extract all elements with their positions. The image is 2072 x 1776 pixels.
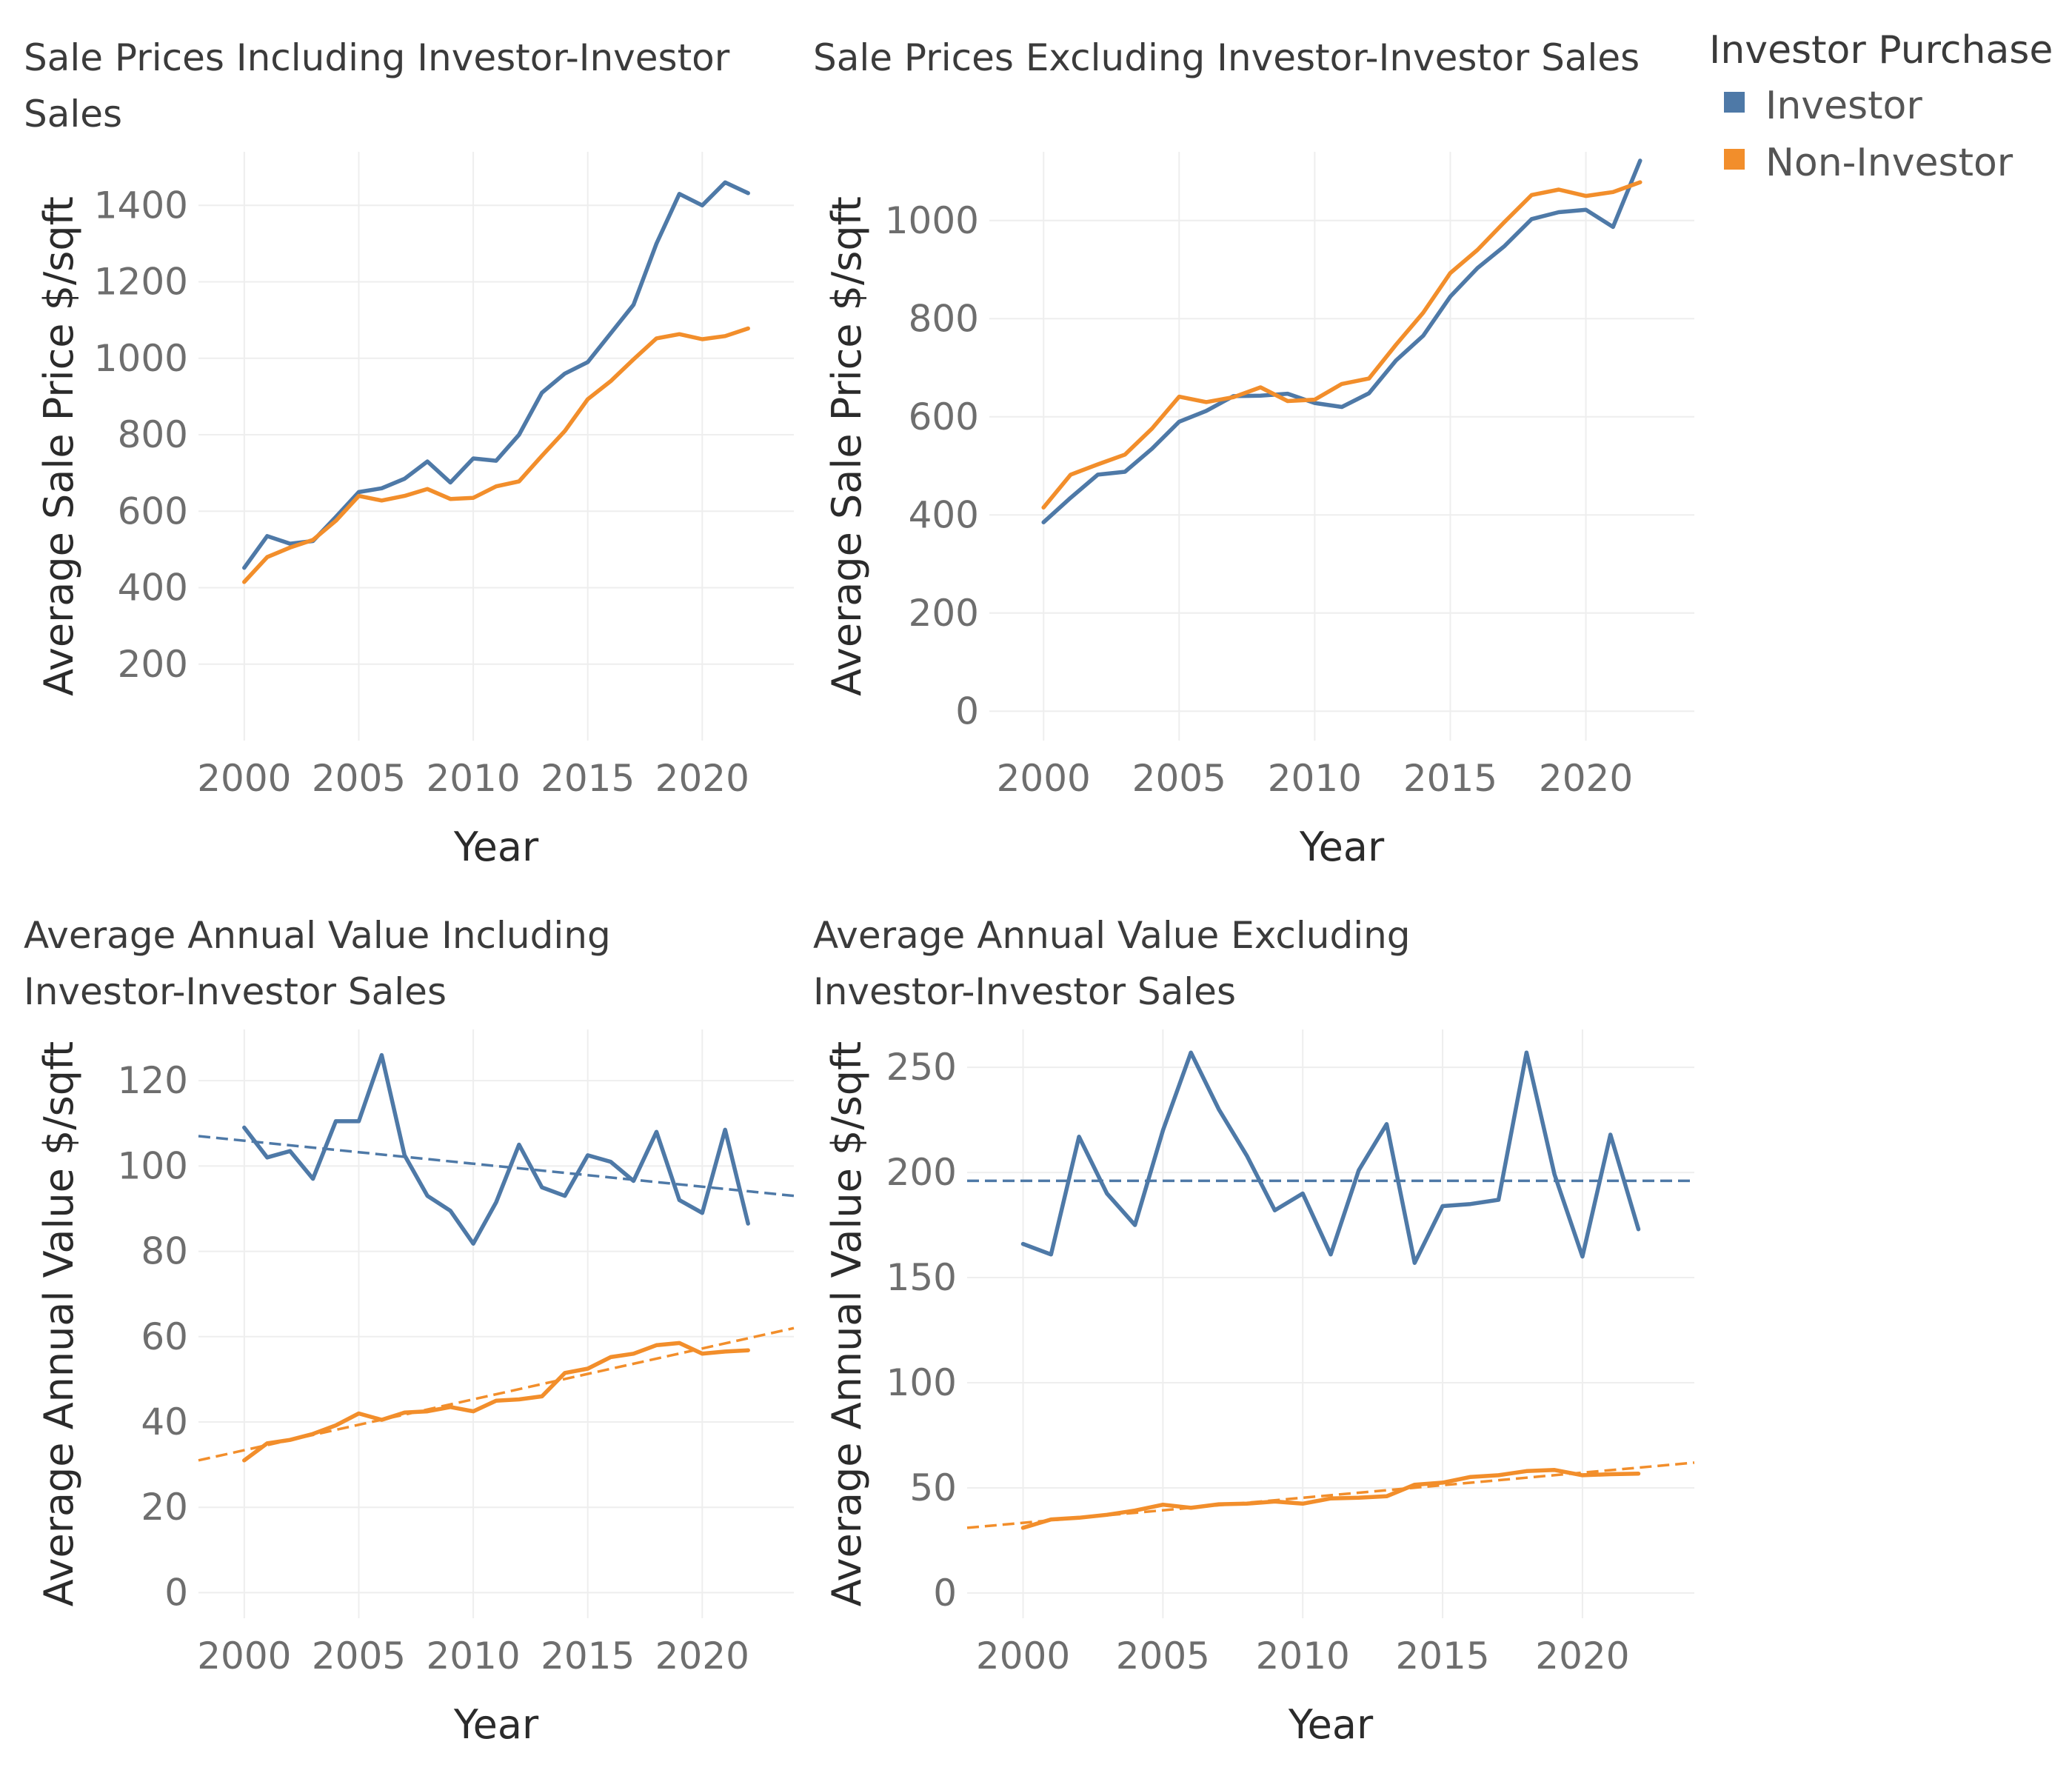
legend-swatch-non-investor [1724,149,1745,170]
x-tick-label: 2010 [1256,1635,1350,1677]
y-tick-label: 1000 [94,337,188,380]
legend-label-non-investor: Non-Investor [1765,141,2013,185]
y-tick-label: 20 [141,1486,188,1529]
x-tick-label: 2010 [426,1635,520,1677]
series-line-investor [242,1052,750,1246]
chart-title-line: Investor-Investor Sales [813,970,1236,1013]
y-tick-label: 800 [118,413,188,456]
legend: Investor Purchase Investor Non-Investor [1709,28,2053,185]
x-tick-label: 2005 [312,1635,406,1677]
y-tick-label: 1200 [94,261,188,304]
series-line-non-investor [242,326,750,584]
x-tick-label: 2015 [1403,757,1497,800]
y-axis-label: Average Sale Price $/sqft [823,196,870,696]
y-tick-label: 200 [909,592,979,635]
legend-label-investor: Investor [1765,84,1922,128]
chart-panel-4: 2000 2005 2010 2015 2020 0 50 100 150 200 250 Avera… [813,914,1695,1748]
chart-panel-3: 2000 2005 2010 2015 2020 0 20 40 60 80 100 120 Avera… [24,914,795,1748]
y-tick-label: 50 [909,1466,957,1509]
y-tick-label: 250 [886,1046,957,1089]
y-tick-label: 600 [118,490,188,533]
x-tick-label: 2000 [197,1635,291,1677]
chart-title-line: Average Annual Value Excluding [813,914,1411,957]
x-tick-label: 2015 [541,757,635,800]
chart-title-line: Sale Prices Excluding Investor-Investor … [813,36,1640,79]
y-tick-label: 0 [164,1571,188,1614]
series-line-non-investor [1020,1468,1641,1530]
y-tick-label: 1400 [94,184,188,227]
x-tick-label: 2015 [541,1635,635,1677]
x-tick-label: 2005 [1132,757,1226,800]
x-tick-label: 2005 [312,757,406,800]
y-tick-label: 400 [909,493,979,536]
chart-panel-2: 2000 2005 2010 2015 2020 0 200 400 600 800 1000 Sal… [813,36,1694,870]
y-tick-label: 1000 [885,199,979,242]
y-tick-label: 800 [909,297,979,340]
y-tick-label: 400 [118,567,188,610]
y-tick-label: 100 [118,1144,188,1187]
x-axis-label: Year [1288,1701,1374,1748]
y-tick-label: 0 [955,690,979,732]
x-tick-label: 2010 [426,757,520,800]
x-axis-label: Year [453,824,539,870]
x-tick-label: 2020 [1539,757,1633,800]
trendline-investor [198,1135,795,1198]
y-tick-label: 150 [886,1256,957,1299]
x-tick-label: 2000 [997,757,1091,800]
y-tick-label: 120 [118,1059,188,1102]
chart-title-line: Sales [24,93,122,136]
chart-panel-1: 2000 2005 2010 2015 2020 200 400 600 800 1000 1200… [24,36,794,870]
y-tick-label: 0 [933,1572,957,1615]
y-tick-label: 40 [141,1401,188,1443]
y-tick-label: 100 [886,1361,957,1404]
series-line-investor [242,180,750,570]
y-tick-label: 200 [118,643,188,686]
y-tick-label: 600 [909,395,979,438]
series-line-non-investor [1041,180,1642,510]
x-axis-label: Year [453,1701,539,1748]
y-axis-label: Average Sale Price $/sqft [36,196,82,696]
x-tick-label: 2020 [655,757,749,800]
series-line-investor [1041,158,1642,524]
chart-title-line: Investor-Investor Sales [24,970,447,1013]
y-tick-label: 60 [141,1315,188,1358]
x-tick-label: 2005 [1116,1635,1210,1677]
series-line-non-investor [242,1341,750,1463]
legend-title: Investor Purchase [1709,28,2053,73]
x-tick-label: 2000 [976,1635,1070,1677]
series-line-investor [1020,1050,1641,1265]
x-axis-label: Year [1299,824,1385,870]
x-tick-label: 2000 [197,757,291,800]
y-axis-label: Average Annual Value $/sqft [36,1041,82,1606]
chart-title-line: Average Annual Value Including [24,914,611,957]
x-tick-label: 2020 [1535,1635,1629,1677]
legend-swatch-investor [1724,92,1745,113]
y-tick-label: 200 [886,1151,957,1194]
x-tick-label: 2020 [655,1635,749,1677]
x-tick-label: 2010 [1268,757,1362,800]
y-axis-label: Average Annual Value $/sqft [823,1041,870,1606]
x-tick-label: 2015 [1395,1635,1489,1677]
y-tick-label: 80 [141,1230,188,1273]
chart-title-line: Sale Prices Including Investor-Investor [24,36,730,79]
